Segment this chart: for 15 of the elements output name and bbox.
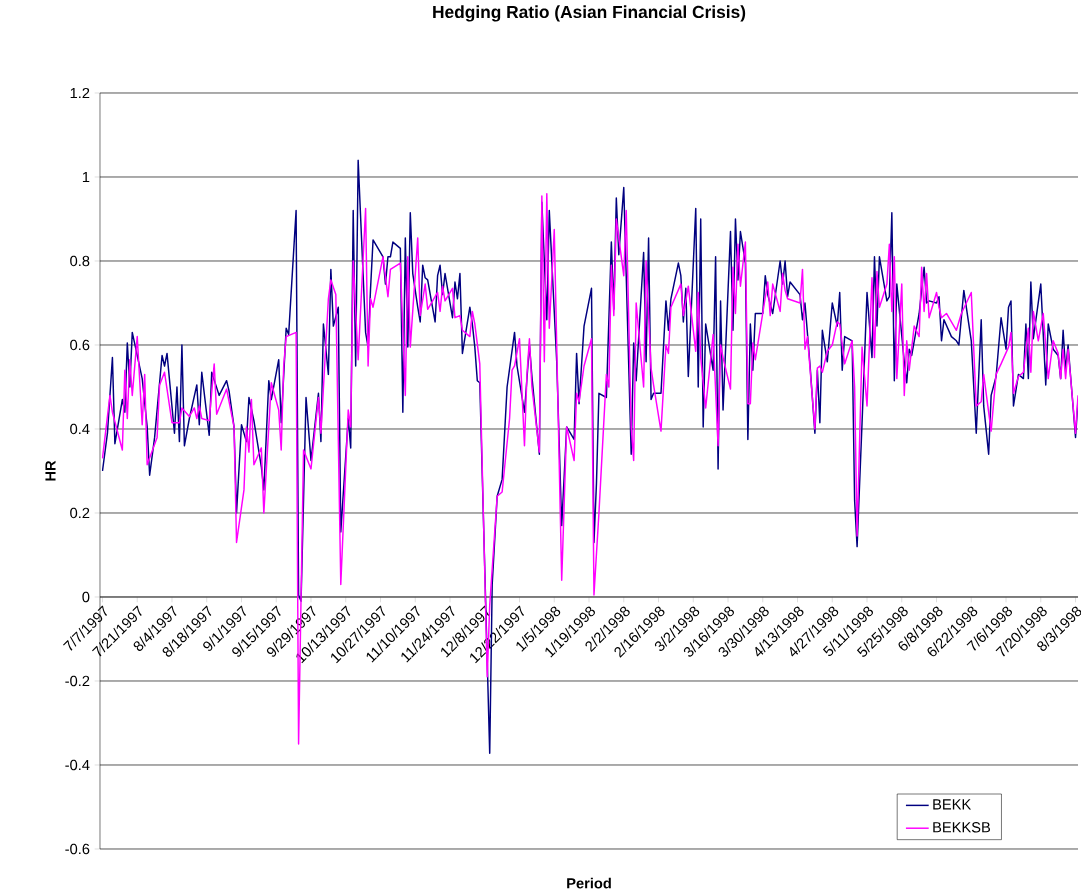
- y-tick-label: -0.2: [65, 675, 90, 687]
- y-tick-label: -0.6: [65, 843, 90, 855]
- y-tick-label: 1: [82, 171, 90, 183]
- y-tick-label: 0.6: [70, 339, 90, 351]
- y-axis-title: HR: [45, 460, 56, 481]
- y-tick-label: 1.2: [70, 87, 90, 99]
- legend-label: BEKKSB: [933, 822, 991, 833]
- y-tick-label: 0.8: [70, 255, 90, 267]
- y-tick-label: 0: [82, 591, 90, 603]
- legend-label: BEKK: [933, 799, 972, 810]
- x-axis-title: Period: [567, 877, 611, 889]
- y-tick-label: 0.4: [70, 423, 90, 435]
- y-tick-label: 0.2: [70, 507, 90, 519]
- y-tick-label: -0.4: [65, 759, 90, 771]
- chart-title: Hedging Ratio (Asian Financial Crisis): [433, 5, 746, 22]
